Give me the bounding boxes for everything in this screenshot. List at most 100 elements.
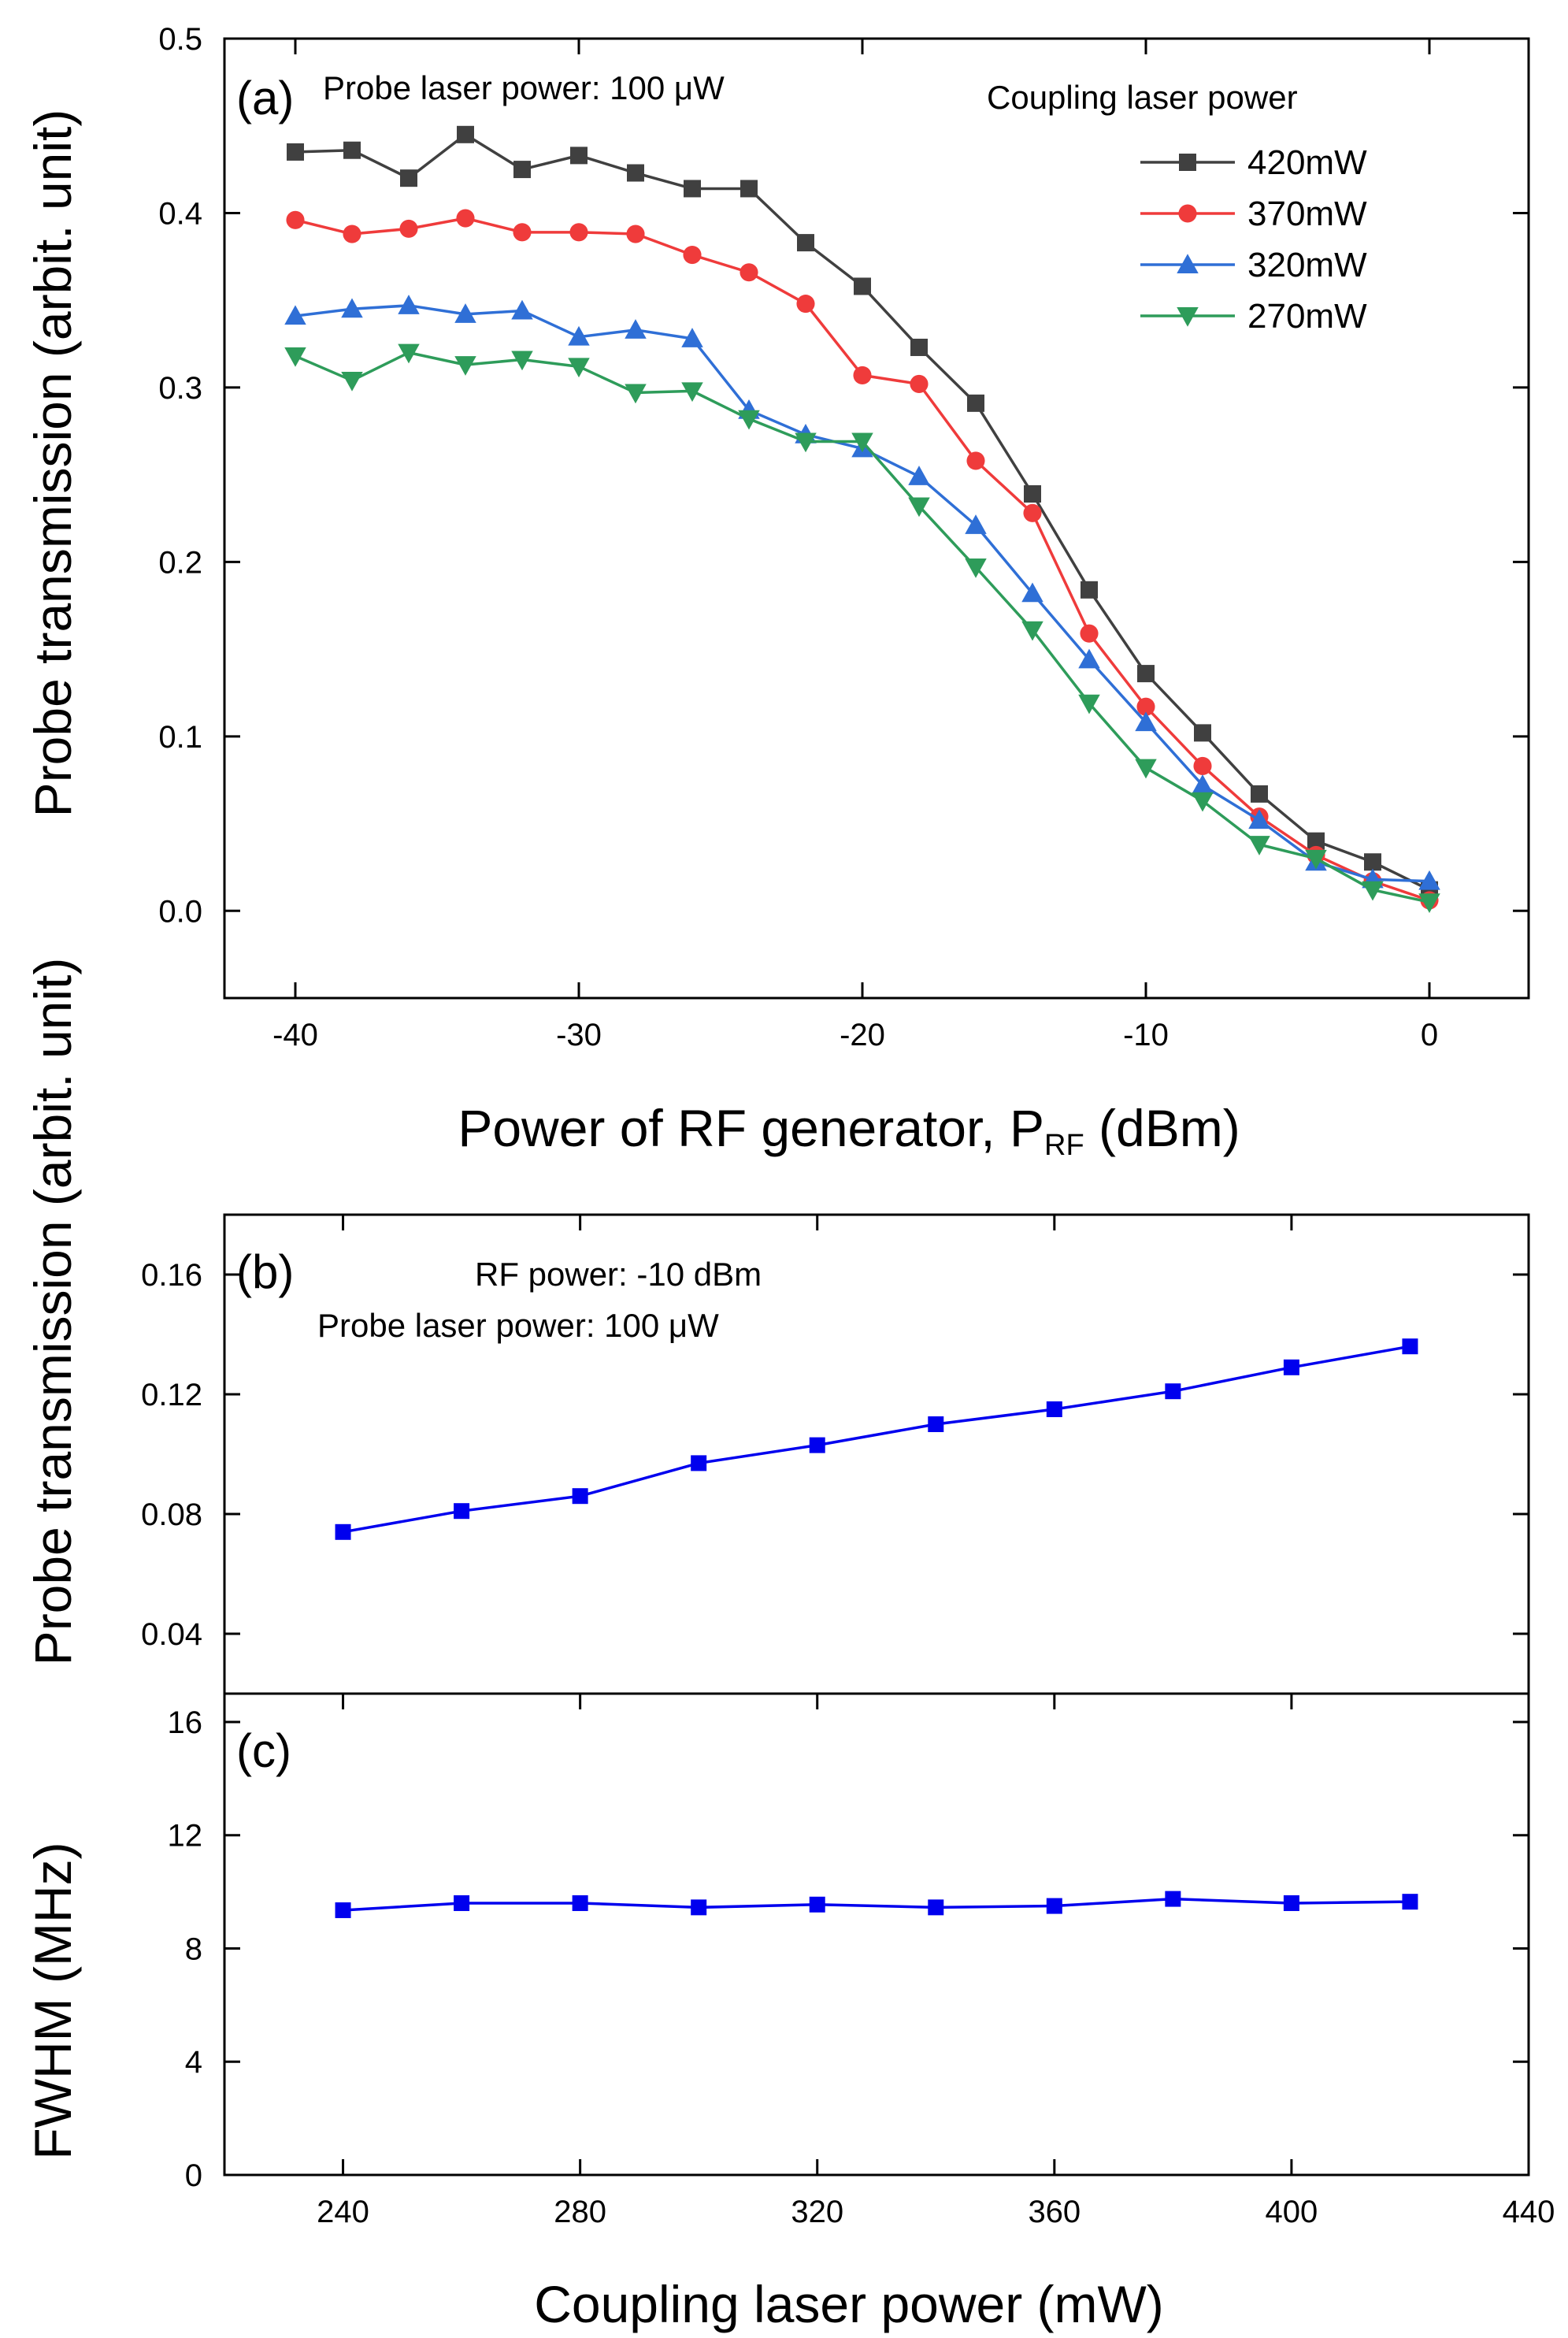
panel-b-ytick-label: 0.16 <box>141 1258 202 1293</box>
panel-c-point <box>335 1902 351 1918</box>
panel-b-series <box>335 1338 1418 1540</box>
panel-a-point <box>569 223 588 242</box>
panel-a-ytick-label: 0.2 <box>158 545 202 580</box>
panel-a-frame <box>223 37 1530 1000</box>
panel-c-point <box>691 1899 707 1916</box>
panel-a-point <box>511 351 533 371</box>
panel-a-point <box>1364 853 1381 871</box>
panel-a-point <box>341 372 363 392</box>
panel-a-label: (a) <box>236 72 294 124</box>
panel-c-ytick-label: 4 <box>185 2045 202 2080</box>
panel-c-xtick-label: 400 <box>1266 2195 1318 2229</box>
legend-marker <box>1178 204 1197 223</box>
panel-c-frame <box>223 1692 1530 2177</box>
panel-a-series <box>284 125 1440 913</box>
panel-a-point <box>1248 809 1270 829</box>
panel-c-point <box>809 1896 825 1913</box>
panel-a-point <box>1251 785 1268 803</box>
panel-c-point <box>1402 1894 1418 1910</box>
panel-b-annotation-1: RF power: -10 dBm <box>475 1256 762 1293</box>
panel-a-point <box>400 169 417 187</box>
panel-c: 0 4 8 12 16 240 280 320 360 400 440 (c) Coupling l… <box>24 1692 1555 2333</box>
panel-a-ytick-label: 0.0 <box>158 894 202 929</box>
panel-a-point <box>1305 849 1327 870</box>
panel-b-point <box>572 1488 588 1505</box>
panel-b-label: (b) <box>236 1245 294 1298</box>
panel-a-point <box>284 305 306 325</box>
panel-c-point <box>1046 1898 1062 1914</box>
panel-a-ytick-label: 0.3 <box>158 371 202 406</box>
panel-a-point <box>967 394 984 412</box>
panel-a-xtick-label: -30 <box>556 1018 602 1052</box>
legend-label: 370mW <box>1247 195 1367 233</box>
panel-c-point <box>928 1899 944 1916</box>
panel-a-point <box>795 432 817 453</box>
panel-b-ytick-label: 0.04 <box>141 1617 202 1652</box>
panel-a-point <box>284 347 306 367</box>
panel-c-ytick-label: 8 <box>185 1932 202 1966</box>
panel-b-point <box>1046 1401 1062 1417</box>
panel-c-ticks: 0 4 8 12 16 240 280 320 360 400 440 <box>168 1694 1555 2229</box>
panel-c-xtick-label: 240 <box>317 2195 369 2229</box>
legend-label: 320mW <box>1247 246 1367 284</box>
panel-a-point <box>1021 582 1043 603</box>
panel-a-point <box>568 358 590 378</box>
panel-b-annotation-2: Probe laser power: 100 μW <box>317 1307 719 1344</box>
panel-a-point <box>454 303 476 323</box>
panel-a-point <box>797 234 814 252</box>
panel-c-point <box>572 1895 588 1911</box>
legend-marker <box>1177 254 1199 273</box>
panel-a-point <box>627 164 644 182</box>
panel-a-xtick-label: -40 <box>272 1018 318 1052</box>
panel-a-point <box>568 325 590 346</box>
panel-a-xtick-label: 0 <box>1421 1018 1438 1052</box>
panel-a-point <box>1362 881 1384 901</box>
panel-a-xlabel-sub: RF <box>1044 1129 1084 1162</box>
panel-a-point <box>1024 484 1041 503</box>
panel-a-point <box>343 141 361 159</box>
legend-marker <box>1177 307 1199 327</box>
panel-c-ytick-label: 16 <box>168 1705 203 1740</box>
panel-b-point <box>1165 1383 1181 1400</box>
panel-c-xlabel: Coupling laser power (mW) <box>534 2275 1164 2333</box>
panel-b-point <box>691 1455 707 1471</box>
panel-c-ytick-label: 0 <box>185 2158 202 2193</box>
panel-a-point <box>681 382 703 403</box>
panel-a-point <box>570 147 588 165</box>
legend-marker <box>1179 154 1196 171</box>
panel-a-ytick-label: 0.4 <box>158 196 202 231</box>
panel-b-point <box>928 1416 944 1432</box>
panel-a-point <box>965 559 987 578</box>
panel-a-point <box>1307 832 1325 850</box>
legend-label: 420mW <box>1247 143 1367 182</box>
panel-a-point <box>683 246 702 265</box>
panel-c-point <box>1283 1895 1299 1911</box>
panel-a-annotation: Probe laser power: 100 μW <box>323 69 725 106</box>
panel-a-point <box>1081 581 1098 599</box>
panel-c-xtick-label: 440 <box>1503 2195 1555 2229</box>
panel-a-point <box>1137 665 1155 683</box>
panel-a-xtick-label: -20 <box>840 1018 885 1052</box>
panel-a-point <box>966 451 985 470</box>
panel-a-point <box>456 209 475 228</box>
panel-a-point <box>1418 870 1440 890</box>
panel-a-point <box>684 180 701 198</box>
panel-a-point <box>626 225 645 243</box>
panel-a-point <box>1136 697 1155 716</box>
panel-b-ticks: 0.04 0.08 0.12 0.16 <box>141 1215 1530 1652</box>
panel-b-point <box>1283 1359 1299 1375</box>
panel-a-point <box>1192 774 1214 794</box>
panel-c-ylabel: FWHM (MHz) <box>24 1842 82 2159</box>
legend-title: Coupling laser power <box>987 79 1298 116</box>
panel-a-point <box>513 161 531 179</box>
panel-a-point <box>343 225 361 243</box>
panel-a-ylabel: Probe transmission (arbit. unit) <box>24 109 82 818</box>
legend-label: 270mW <box>1247 297 1367 336</box>
panel-a-point <box>740 180 758 198</box>
panel-a-point <box>457 125 474 143</box>
panel-c-xtick-label: 280 <box>554 2195 606 2229</box>
panel-c-series <box>335 1891 1418 1918</box>
panel-c-label: (c) <box>236 1724 291 1777</box>
panel-a-point <box>1418 893 1440 913</box>
panel-a-point <box>1078 694 1100 714</box>
